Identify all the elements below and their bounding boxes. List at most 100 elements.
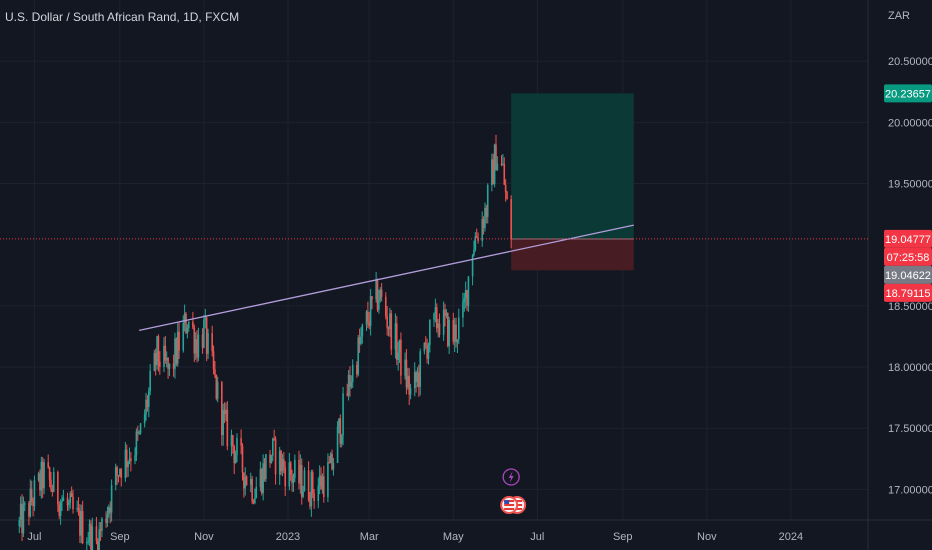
candle-body	[192, 321, 194, 328]
candle	[311, 469, 314, 499]
candle-body	[58, 504, 61, 516]
candle	[197, 327, 200, 362]
candle	[294, 454, 296, 483]
candle-body	[283, 459, 285, 468]
candle-body	[50, 479, 52, 490]
candle-body	[307, 470, 310, 501]
candle-body	[125, 449, 128, 468]
candle-body	[475, 236, 478, 238]
candle	[90, 520, 92, 550]
price-tags: 20.23657 19.04777 07:25:58 19.04622 18.79115	[884, 84, 932, 302]
candle	[186, 324, 189, 339]
candle	[446, 312, 449, 348]
lightning-icon[interactable]	[502, 468, 520, 486]
candle	[327, 453, 329, 503]
candle-body	[473, 249, 475, 256]
candle	[464, 281, 467, 309]
candle	[19, 496, 22, 528]
candle	[21, 494, 23, 542]
candle-body	[317, 485, 320, 501]
candle	[448, 316, 450, 355]
candle	[349, 366, 351, 397]
candle-body	[165, 358, 168, 361]
candle	[154, 348, 157, 376]
candle	[486, 183, 489, 224]
candle	[143, 409, 146, 428]
candle-body	[243, 472, 245, 489]
candle-body	[70, 493, 73, 497]
candle-body	[90, 523, 92, 550]
candle	[386, 306, 388, 336]
candle-body	[76, 508, 78, 510]
profit-zone[interactable]	[511, 93, 634, 240]
candle	[33, 475, 36, 511]
candle	[269, 450, 271, 468]
candle	[251, 475, 253, 505]
candle	[204, 308, 207, 329]
candle-body	[48, 467, 51, 480]
candle-body	[338, 418, 340, 427]
candle-body	[492, 159, 495, 185]
y-tick-label: 19.50000	[888, 179, 932, 191]
candle	[193, 324, 196, 363]
candle-body	[29, 488, 32, 517]
candle	[29, 479, 32, 518]
candle-body	[342, 393, 344, 436]
candle-body	[109, 507, 112, 513]
candle	[379, 287, 382, 303]
candle-body	[130, 458, 132, 461]
currency-label: ZAR	[888, 10, 910, 22]
candle	[222, 403, 224, 446]
candle-body	[223, 410, 226, 414]
stop-zone[interactable]	[511, 239, 634, 271]
candle-body	[66, 497, 69, 506]
candle-body	[270, 455, 273, 464]
candle	[404, 352, 406, 380]
candle	[124, 441, 127, 482]
candle-body	[134, 455, 136, 461]
candle	[148, 387, 150, 418]
candle	[43, 458, 45, 495]
candle-body	[360, 336, 362, 344]
candle-body	[226, 409, 229, 447]
candle-body	[28, 503, 30, 517]
candle-body	[259, 469, 262, 487]
candle	[396, 316, 398, 366]
candle-body	[446, 313, 449, 347]
candle	[418, 364, 420, 397]
candle	[292, 473, 295, 492]
trendline-segment[interactable]	[139, 224, 634, 331]
candle-body	[367, 311, 369, 322]
candle	[318, 465, 321, 495]
candle-body	[369, 296, 372, 327]
candle-body	[438, 323, 441, 335]
candle	[70, 486, 73, 498]
position-tool[interactable]	[511, 93, 634, 271]
events[interactable]	[500, 468, 527, 514]
candle	[502, 153, 504, 166]
candle	[463, 292, 466, 312]
candle-body	[427, 344, 430, 359]
candle-body	[196, 339, 198, 358]
candle	[80, 504, 83, 544]
candle	[361, 323, 364, 344]
candle	[273, 429, 275, 441]
candle	[196, 330, 198, 363]
y-tick-label: 20.50000	[888, 56, 932, 68]
candle	[302, 485, 304, 499]
us-flag-icon[interactable]	[500, 496, 527, 514]
candle	[400, 332, 402, 385]
candle	[134, 447, 136, 465]
candle-body	[397, 352, 399, 360]
trendline[interactable]	[139, 224, 634, 331]
candle-body	[215, 374, 218, 399]
candle	[462, 292, 464, 328]
candle-body	[368, 321, 371, 327]
candle	[99, 522, 102, 542]
candle	[458, 308, 460, 344]
candle	[149, 364, 151, 396]
candle	[187, 321, 190, 332]
candle	[466, 289, 468, 312]
candle-body	[484, 207, 486, 229]
